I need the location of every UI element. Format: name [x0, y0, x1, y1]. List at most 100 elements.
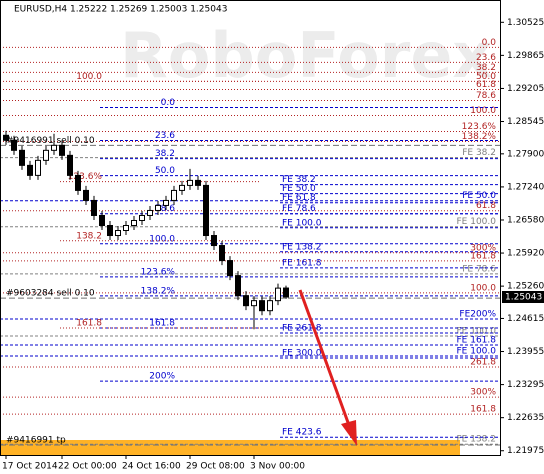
candle-body: [19, 149, 25, 166]
level-label: 123.6%: [68, 172, 103, 182]
level-label: 100.0: [149, 234, 175, 244]
candle-body: [171, 189, 177, 201]
candle-body: [51, 144, 57, 151]
level-label: FE200%: [459, 309, 496, 319]
candle-body: [83, 189, 89, 201]
level-label: 100.0: [470, 283, 496, 293]
arrow-shaft: [298, 289, 352, 429]
price-label: 1.25043: [505, 293, 542, 303]
level-label: FE 50.0: [282, 184, 316, 194]
candle-body: [147, 209, 153, 216]
y-tick-label: 1.27240: [507, 182, 544, 192]
level-label: FE 300.0: [282, 349, 322, 359]
level-label: 50.0: [476, 72, 496, 82]
candle-body: [43, 149, 49, 161]
tp-band: [0, 440, 460, 455]
candle-body: [67, 154, 73, 176]
level-label: 78.6: [476, 91, 496, 101]
level-label: FE 161.8: [282, 258, 322, 268]
candle-body: [27, 164, 33, 176]
candle-body: [91, 199, 97, 216]
level-label: 161.8: [470, 251, 496, 261]
level-label: 38.2: [155, 149, 175, 159]
candle-body: [59, 144, 65, 156]
level-label: 50.0: [155, 166, 175, 176]
candle-body: [187, 179, 193, 186]
plot-frame: [0, 0, 501, 456]
level-label: FE 38.2: [462, 148, 496, 158]
y-tick-label: 1.28545: [507, 117, 544, 127]
watermark: RoboForex: [120, 19, 492, 92]
candle-body: [227, 260, 233, 277]
level-label: FE 261.8: [282, 323, 322, 333]
y-tick-label: 1.27900: [507, 149, 544, 159]
level-label: 261.8: [470, 358, 496, 368]
candle-body: [275, 287, 281, 302]
candle-body: [203, 184, 209, 237]
level-label: 100.0: [76, 72, 102, 82]
level-label: 0.0: [482, 38, 497, 48]
y-tick-label: 1.24615: [507, 314, 544, 324]
level-label: 23.6: [476, 53, 496, 63]
level-label: 78.6: [155, 204, 175, 214]
level-label: 100.0: [470, 106, 496, 116]
level-label: 300%: [470, 243, 496, 253]
y-tick-label: 1.22635: [507, 413, 544, 423]
candle-body: [195, 179, 201, 186]
candle-body: [155, 204, 161, 211]
level-label: FE 78.6: [282, 204, 316, 214]
level-label: FE 38.2: [282, 175, 316, 185]
level-label: 161.8: [470, 405, 496, 415]
y-tick-label: 1.23955: [507, 347, 544, 357]
candle-body: [123, 224, 129, 232]
candle-body: [283, 287, 289, 298]
order-label: #9416991 sell 0.10: [6, 136, 95, 146]
level-label: 161.8: [76, 318, 102, 328]
y-tick-label: 1.29865: [507, 51, 544, 61]
x-tick-label: 29 Oct 08:00: [186, 462, 245, 472]
candle-body: [267, 300, 273, 312]
y-tick-label: 1.29205: [507, 84, 544, 94]
level-label: FE 138.2: [282, 242, 322, 252]
level-label: 138.2%: [462, 132, 497, 142]
level-label: FE 100.0: [457, 217, 497, 227]
level-label: 123.6%: [462, 122, 497, 132]
candle-body: [211, 235, 217, 247]
candle-body: [35, 159, 41, 176]
candle-body: [11, 139, 17, 151]
candle-body: [3, 134, 9, 141]
level-label: 61.8: [476, 201, 496, 211]
price-box: [502, 291, 544, 304]
arrow-head: [341, 420, 357, 446]
level-label: FE 78.6: [462, 264, 496, 274]
level-label: FE 61.8: [282, 193, 316, 203]
level-label: 161.8: [149, 318, 175, 328]
level-label: 138.2: [76, 231, 102, 241]
level-label: 138.2%: [141, 286, 176, 296]
x-tick-label: 3 Nov 00:00: [250, 462, 305, 472]
level-label: 123.6%: [141, 267, 176, 277]
plot: 0.023.638.250.061.878.6100.0123.6%138.2%…: [0, 18, 544, 472]
x-tick-label: 24 Oct 16:00: [122, 462, 181, 472]
y-tick-label: 1.26580: [507, 215, 544, 225]
y-tick-label: 1.25920: [507, 249, 544, 259]
candle-body: [243, 295, 249, 307]
candle-body: [139, 214, 145, 221]
y-tick-label: 1.23295: [507, 380, 544, 390]
level-label: 200%: [149, 372, 175, 382]
level-label: FE 100.0: [282, 218, 322, 228]
level-label: FE 138.2: [457, 435, 497, 445]
level-label: 300%: [470, 388, 496, 398]
level-label: FE 161.8: [457, 336, 497, 346]
x-tick-label: 22 Oct 00:00: [58, 462, 117, 472]
candle-body: [179, 184, 185, 191]
order-label: #9416991 tp: [6, 435, 66, 445]
level-label: 61.8: [476, 80, 496, 90]
order-label: #9603284 sell 0.10: [6, 289, 95, 299]
candle-body: [219, 245, 225, 262]
candle-body: [235, 275, 241, 297]
level-label: FE 50.0: [462, 191, 496, 201]
level-label: 38.2: [476, 63, 496, 73]
